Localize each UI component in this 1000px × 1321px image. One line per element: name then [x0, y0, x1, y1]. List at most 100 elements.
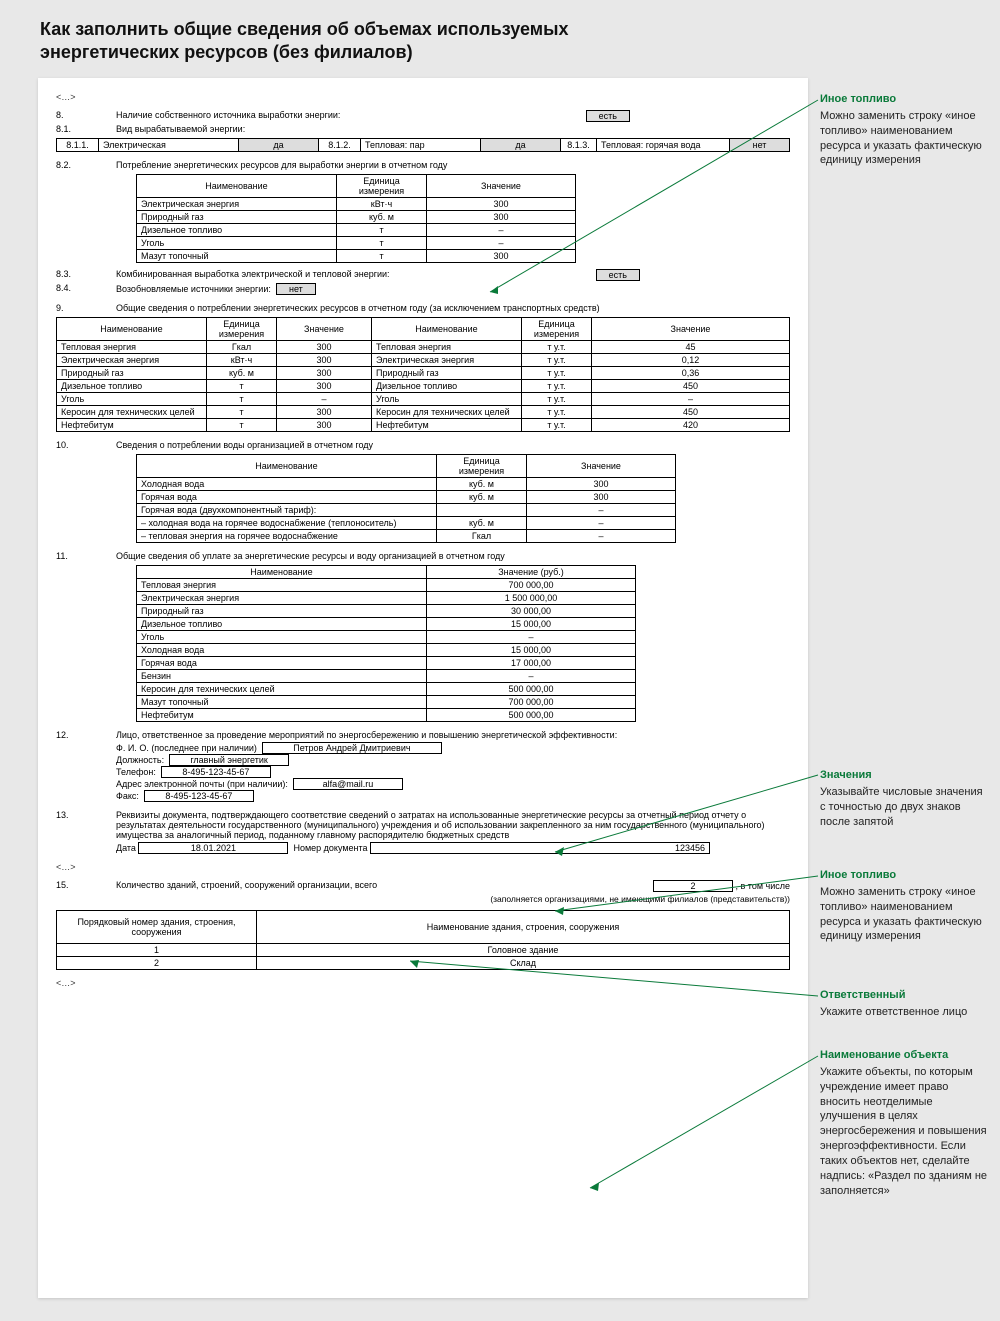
cell: –: [277, 393, 372, 406]
cell: Уголь: [137, 631, 427, 644]
cell: Электрическая энергия: [57, 354, 207, 367]
callout-fuel-2: Иное топливо Можно заменить строку «иное…: [820, 868, 990, 944]
n8: 8.: [56, 110, 116, 120]
cell: т: [207, 406, 277, 419]
l9: Общие сведения о потреблении энергетичес…: [116, 303, 790, 313]
h: Значение: [592, 318, 790, 341]
cell: Тепловая энергия: [57, 341, 207, 354]
cell: – тепловая энергия на горячее водоснабже…: [137, 530, 437, 543]
cell: Тепловая энергия: [137, 579, 427, 592]
h: Наименование: [137, 455, 437, 478]
callout-t: Можно заменить строку «иное топливо» наи…: [820, 885, 990, 944]
cell: т: [337, 224, 427, 237]
fax-v: 8-495-123-45-67: [144, 790, 254, 802]
cell: Нефтебитум: [372, 419, 522, 432]
h: Наименование: [137, 175, 337, 198]
h: Наименование здания, строения, сооружени…: [257, 911, 790, 944]
h: Значение: [277, 318, 372, 341]
c: 8.1.3.: [561, 139, 597, 152]
docn-l: Номер документа: [293, 843, 367, 853]
fio-v: Петров Андрей Дмитриевич: [262, 742, 442, 754]
h: Порядковый номер здания, строения, соору…: [57, 911, 257, 944]
callout-values: Значения Указывайте числовые значения с …: [820, 768, 990, 829]
cell: куб. м: [437, 517, 527, 530]
cell: т у.т.: [522, 393, 592, 406]
cell: 300: [527, 478, 676, 491]
cell: Уголь: [372, 393, 522, 406]
h: Значение (руб.): [427, 566, 636, 579]
cell: 15 000,00: [427, 644, 636, 657]
cell: Дизельное топливо: [137, 224, 337, 237]
table-10: Наименование Единица измерения Значение …: [136, 454, 676, 543]
l83: Комбинированная выработка электрической …: [116, 269, 390, 279]
pos-v: главный энергетик: [169, 754, 289, 766]
callout-responsible: Ответственный Укажите ответственное лицо: [820, 988, 967, 1020]
cell: –: [527, 504, 676, 517]
cell: кВт·ч: [337, 198, 427, 211]
cell: т у.т.: [522, 419, 592, 432]
n13: 13.: [56, 810, 116, 820]
cell: Тепловая энергия: [372, 341, 522, 354]
l13: Реквизиты документа, подтверждающего соо…: [116, 810, 790, 840]
c: 8.1.2.: [319, 139, 361, 152]
h: Наименование: [372, 318, 522, 341]
cell: Холодная вода: [137, 478, 437, 491]
date-l: Дата: [116, 843, 136, 853]
cell: т: [207, 393, 277, 406]
table-82: Наименование Единица измерения Значение …: [136, 174, 576, 263]
callout-t: Можно заменить строку «иное топливо» наи…: [820, 109, 990, 168]
c: Электрическая: [99, 139, 239, 152]
c: да: [239, 139, 319, 152]
cell: Горячая вода: [137, 491, 437, 504]
callout-fuel-1: Иное топливо Можно заменить строку «иное…: [820, 92, 990, 168]
cell: Электрическая энергия: [372, 354, 522, 367]
table-15: Порядковый номер здания, строения, соору…: [56, 910, 790, 970]
cell: Дизельное топливо: [57, 380, 207, 393]
callout-h: Значения: [820, 768, 990, 783]
cell: Природный газ: [137, 605, 427, 618]
cell: куб. м: [437, 491, 527, 504]
cell: т у.т.: [522, 341, 592, 354]
cell: 300: [277, 367, 372, 380]
table-811: 8.1.1. Электрическая да 8.1.2. Тепловая:…: [56, 138, 790, 152]
cell: 2: [57, 957, 257, 970]
v84: нет: [276, 283, 316, 295]
cell: 300: [427, 198, 576, 211]
h: Значение: [427, 175, 576, 198]
cell: 300: [277, 354, 372, 367]
cell: Дизельное топливо: [137, 618, 427, 631]
cell: 450: [592, 406, 790, 419]
l10: Сведения о потреблении воды организацией…: [116, 440, 790, 450]
cell: – холодная вода на горячее водоснабжение…: [137, 517, 437, 530]
n15: 15.: [56, 880, 116, 890]
ellipsis2: <…>: [56, 862, 790, 872]
cell: Природный газ: [137, 211, 337, 224]
cell: Уголь: [57, 393, 207, 406]
c: 8.1.1.: [57, 139, 99, 152]
cell: 0,36: [592, 367, 790, 380]
cell: Дизельное топливо: [372, 380, 522, 393]
cell: Головное здание: [257, 944, 790, 957]
l11: Общие сведения об уплате за энергетическ…: [116, 551, 790, 561]
c: Тепловая: пар: [361, 139, 481, 152]
cell: Уголь: [137, 237, 337, 250]
mail-l: Адрес электронной почты (при наличии):: [116, 779, 288, 789]
n84: 8.4.: [56, 283, 116, 293]
cell: куб. м: [207, 367, 277, 380]
n9: 9.: [56, 303, 116, 313]
callout-object-name: Наименование объекта Укажите объекты, по…: [820, 1048, 990, 1198]
cell: Керосин для технических целей: [57, 406, 207, 419]
c: Тепловая: горячая вода: [597, 139, 730, 152]
cell: куб. м: [437, 478, 527, 491]
n82: 8.2.: [56, 160, 116, 170]
table-9: Наименование Единица измерения Значение …: [56, 317, 790, 432]
callout-h: Иное топливо: [820, 868, 990, 883]
cell: 450: [592, 380, 790, 393]
cell: Керосин для технических целей: [372, 406, 522, 419]
cell: Склад: [257, 957, 790, 970]
n83: 8.3.: [56, 269, 116, 279]
cell: 500 000,00: [427, 683, 636, 696]
cell: т: [337, 237, 427, 250]
fax-l: Факс:: [116, 791, 139, 801]
cell: 45: [592, 341, 790, 354]
